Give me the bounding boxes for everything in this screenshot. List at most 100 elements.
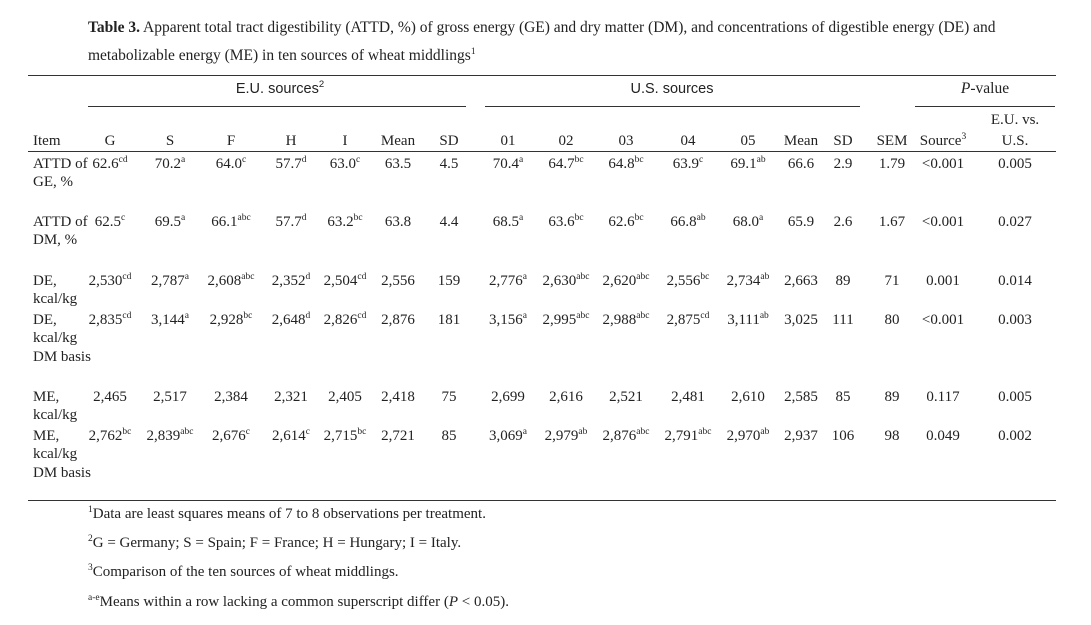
us-value-cell: 2,620abc xyxy=(603,272,650,293)
eu-value-cell: 70.2a xyxy=(155,155,185,176)
cell-value: 2,734 xyxy=(726,273,761,289)
significance-superscript: bc xyxy=(634,213,644,223)
us-value-cell: 2,875cd xyxy=(667,311,710,332)
pvalue-group-header: P-value xyxy=(961,80,1009,99)
cell-value: 4.5 xyxy=(439,156,459,172)
us-value-cell: 2,995abc xyxy=(543,311,590,332)
row-label: DE, kcal/kg xyxy=(33,273,78,308)
cell-value: 3,156 xyxy=(489,312,523,328)
cell-value: 2.9 xyxy=(833,156,853,172)
eu-value-cell: 57.7d xyxy=(276,155,307,176)
cell-value: 2,721 xyxy=(381,428,415,444)
us-value-cell: 2,937 xyxy=(784,427,818,446)
significance-superscript: c xyxy=(305,427,310,437)
eu-group-header: E.U. sources2 xyxy=(236,79,324,101)
cell-value: 63.6 xyxy=(548,214,575,230)
cell-value: 2,839 xyxy=(146,428,181,444)
cell-value: 57.7 xyxy=(275,156,302,172)
cell-value: 69.5 xyxy=(154,214,182,230)
cell-value: 68.0 xyxy=(732,214,760,230)
eu-value-cell: 2,835cd xyxy=(89,311,132,332)
eu-value-cell: 63.5 xyxy=(385,155,411,174)
bottom-rule xyxy=(28,500,1056,501)
eu-value-cell: 2,839abc xyxy=(147,427,194,448)
significance-superscript: bc xyxy=(634,155,644,165)
footnote: a-eMeans within a row lacking a common s… xyxy=(88,592,509,614)
significance-superscript: a xyxy=(184,311,189,321)
footnote-marker: 1 xyxy=(88,505,93,515)
cell-value: 2,970 xyxy=(726,428,761,444)
eu-value-cell: 2,465 xyxy=(93,388,127,407)
significance-superscript: c xyxy=(121,213,126,223)
cell-value: 2,530 xyxy=(88,273,123,289)
cell-value: 89 xyxy=(835,273,851,289)
cell-value: 2,762 xyxy=(88,428,123,444)
cell-value: 2.6 xyxy=(833,214,853,230)
eu-col-header: S xyxy=(165,133,175,149)
cell-value: 63.5 xyxy=(384,156,412,172)
eu-value-cell: 2,715bc xyxy=(324,427,367,448)
sem-cell: 71 xyxy=(884,273,900,289)
cell-value: 66.6 xyxy=(787,156,815,172)
cell-value: 85 xyxy=(835,389,851,405)
eu-col-header: F xyxy=(226,133,236,149)
cell-value: 70.4 xyxy=(492,156,520,172)
significance-superscript: bc xyxy=(243,311,253,321)
cell-value: 2,465 xyxy=(93,389,127,405)
eu-value-cell: 2,876 xyxy=(381,311,415,330)
significance-superscript: c xyxy=(356,155,361,165)
significance-superscript: bc xyxy=(353,213,363,223)
source-pvalue-cell: 0.117 xyxy=(926,389,960,405)
source-pvalue-cell: 0.049 xyxy=(926,428,960,444)
eu-value-cell: 62.6cd xyxy=(92,155,127,176)
significance-superscript: ab xyxy=(756,155,766,165)
euvsus-pvalue-cell: 0.003 xyxy=(998,312,1032,328)
footnote-italic: P xyxy=(448,594,458,610)
us-value-cell: 2,616 xyxy=(549,388,583,407)
caption-footnote-marker: 1 xyxy=(470,47,476,57)
significance-superscript: cd xyxy=(700,311,710,321)
source-pvalue-cell: <0.001 xyxy=(921,312,965,328)
row-label: ATTD of DM, % xyxy=(33,214,88,249)
row-label: ME, kcal/kg DM basis xyxy=(33,428,91,481)
pvalue-rest: -value xyxy=(970,80,1010,97)
us-value-cell: 2,876abc xyxy=(603,427,650,448)
us-col-header: 03 xyxy=(618,133,634,149)
top-rule xyxy=(28,75,1056,76)
us-value-cell: 85 xyxy=(836,388,851,407)
source-pvalue-cell: <0.001 xyxy=(921,156,965,172)
us-group-label: U.S. sources xyxy=(630,81,714,97)
cell-value: 63.0 xyxy=(329,156,357,172)
eu-value-cell: 63.8 xyxy=(385,213,411,232)
eu-value-cell: 2,721 xyxy=(381,427,415,446)
us-value-cell: 70.4a xyxy=(493,155,523,176)
us-value-cell: 2,699 xyxy=(491,388,525,407)
significance-superscript: bc xyxy=(574,213,584,223)
source-pvalue-cell: <0.001 xyxy=(921,214,965,230)
cell-value: 4.4 xyxy=(439,214,459,230)
eu-value-cell: 2,676c xyxy=(212,427,250,448)
sem-cell: 89 xyxy=(884,389,900,405)
us-value-cell: 2,521 xyxy=(609,388,643,407)
footnote: 2G = Germany; S = Spain; F = France; H =… xyxy=(88,533,461,555)
eu-value-cell: 2,608abc xyxy=(208,272,255,293)
us-value-cell: 64.7bc xyxy=(548,155,583,176)
cell-value: 62.6 xyxy=(608,214,635,230)
cell-value: 181 xyxy=(437,312,461,328)
cell-value: 2,715 xyxy=(323,428,358,444)
caption-text: Apparent total tract digestibility (ATTD… xyxy=(88,19,996,64)
significance-superscript: abc xyxy=(576,272,590,282)
us-value-cell: 62.6bc xyxy=(608,213,643,234)
us-value-cell: 2.6 xyxy=(834,213,853,232)
cell-value: 2,776 xyxy=(489,273,523,289)
eu-value-cell: 66.1abc xyxy=(211,213,250,234)
eu-value-cell: 2,418 xyxy=(381,388,415,407)
us-value-cell: 65.9 xyxy=(788,213,814,232)
eu-value-cell: 2,517 xyxy=(153,388,187,407)
us-value-cell: 2,556bc xyxy=(667,272,710,293)
us-value-cell: 2,585 xyxy=(784,388,818,407)
significance-superscript: abc xyxy=(180,427,194,437)
significance-superscript: a xyxy=(759,213,764,223)
us-value-cell: 3,111ab xyxy=(727,311,769,332)
eu-value-cell: 69.5a xyxy=(155,213,185,234)
